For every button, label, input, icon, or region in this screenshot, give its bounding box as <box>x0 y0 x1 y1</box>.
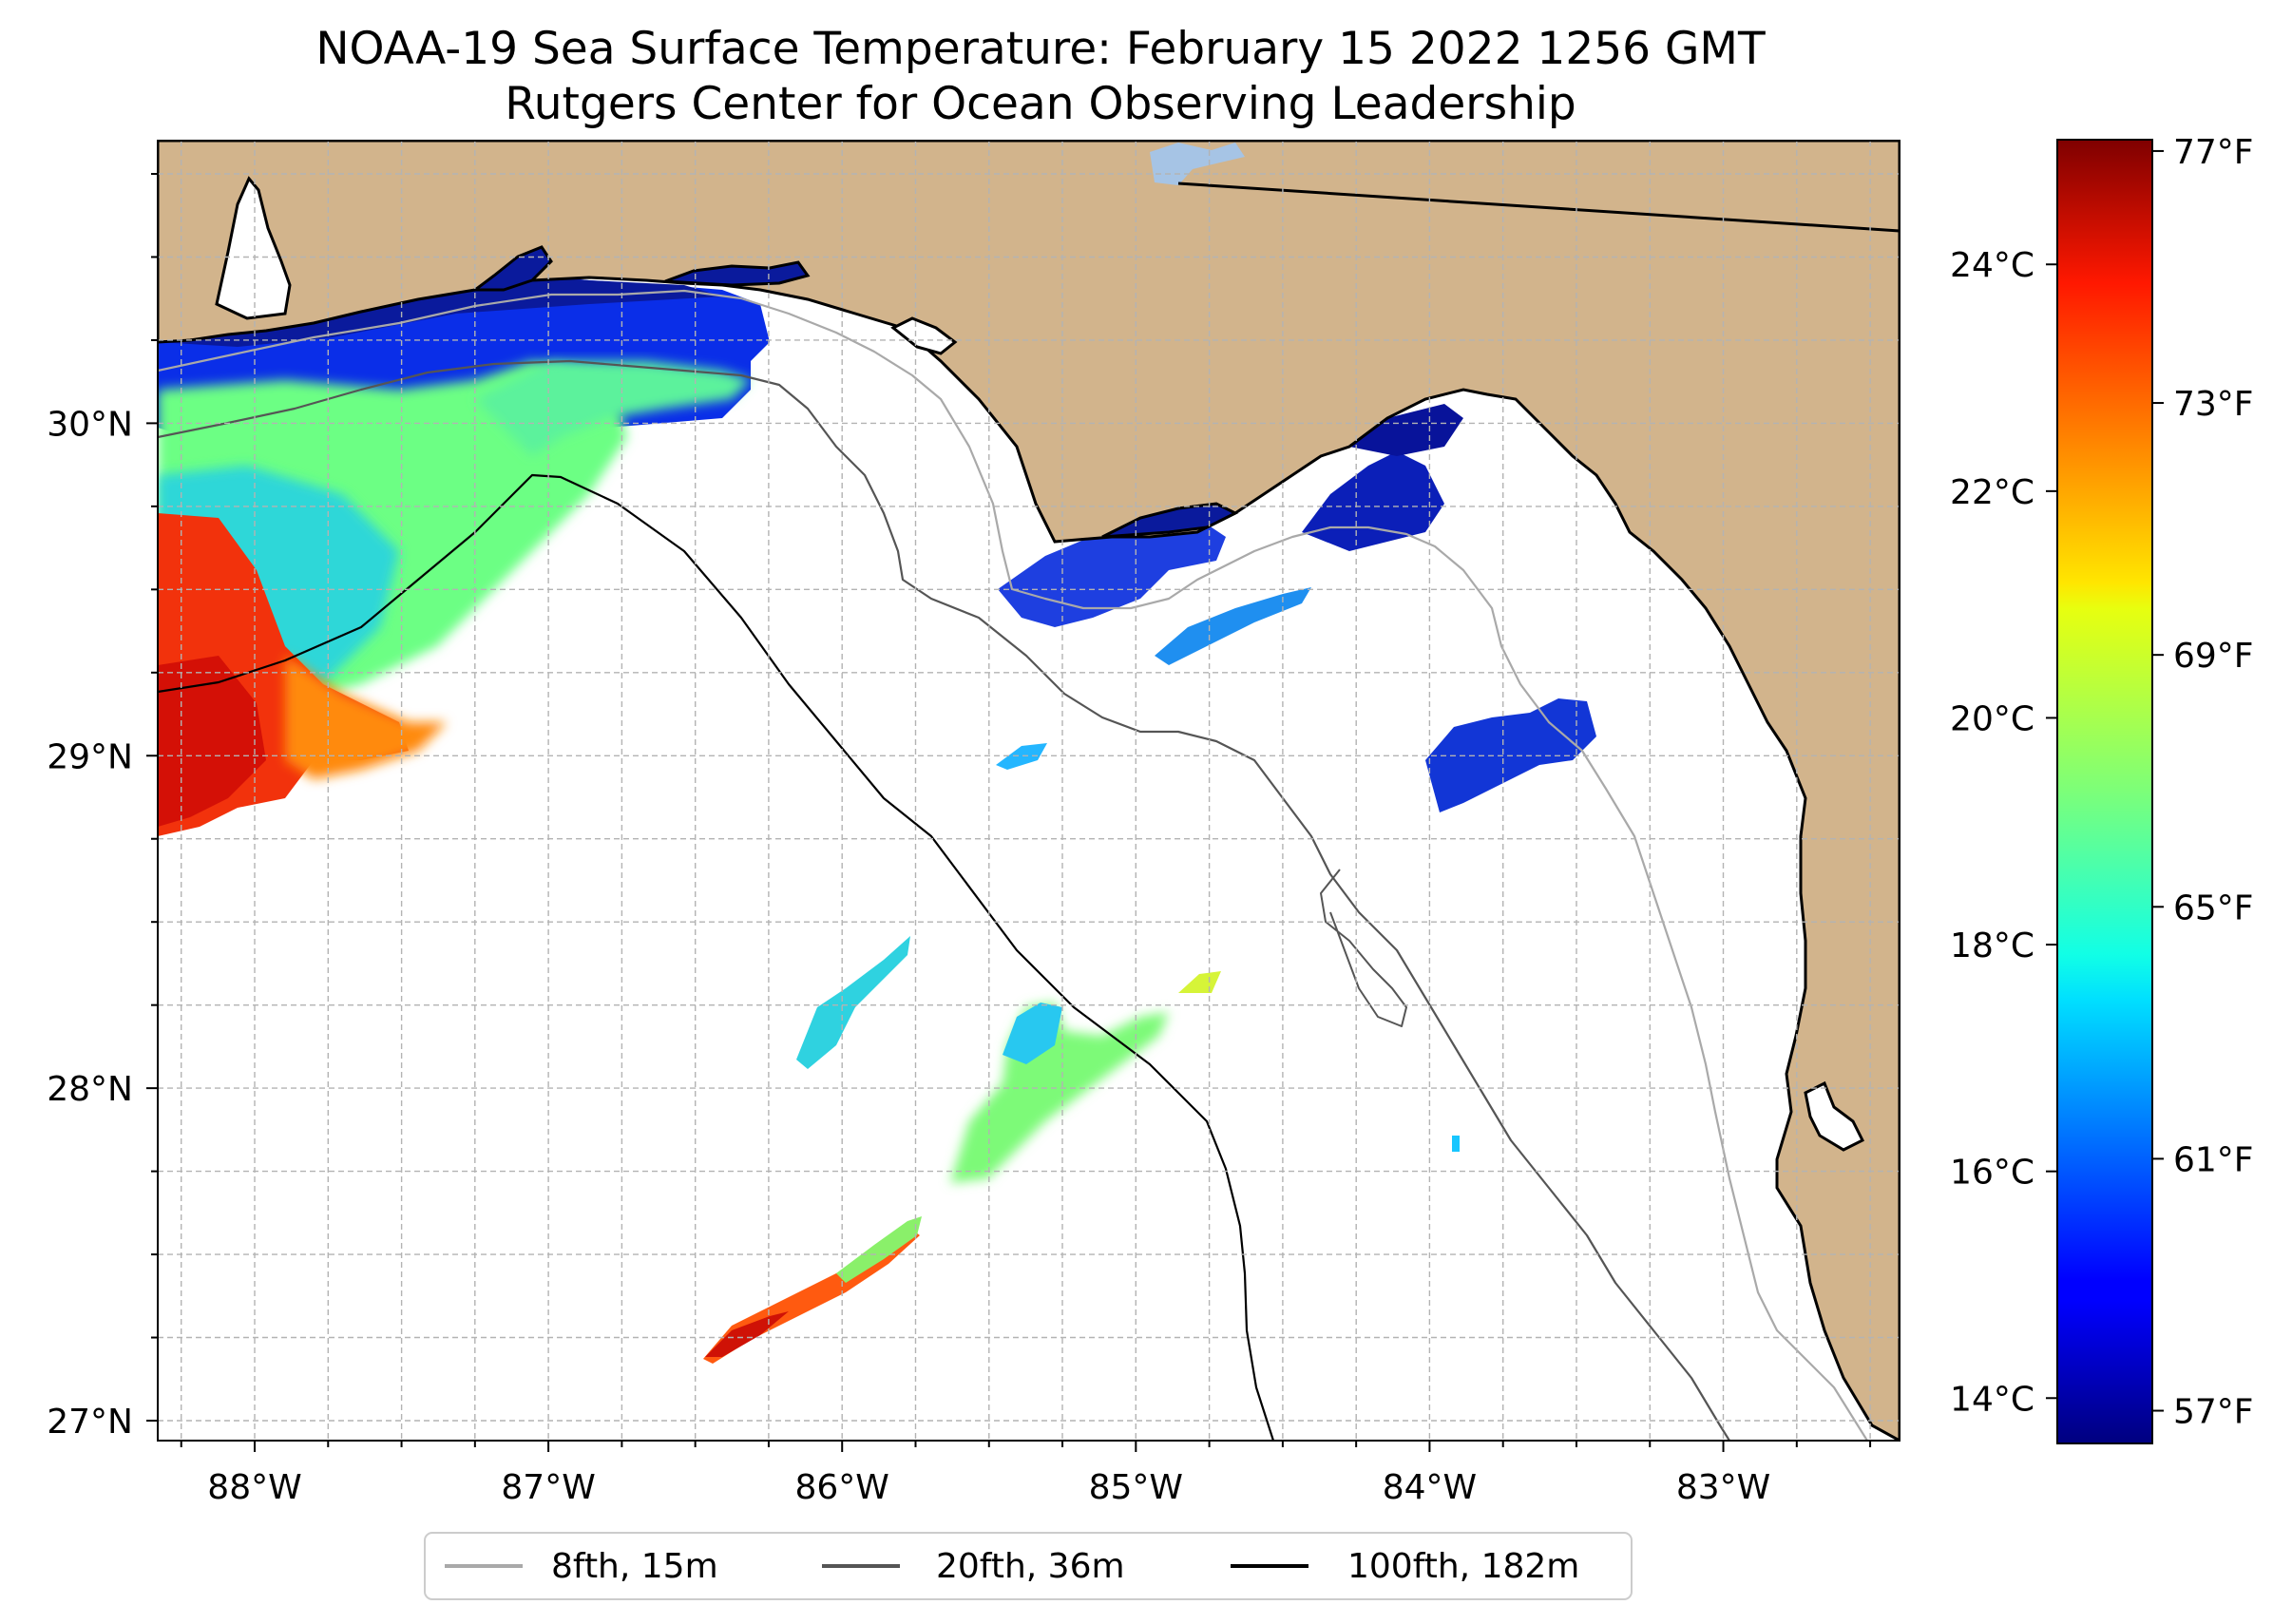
gridlines <box>158 141 1900 1441</box>
legend-label-15m: 8fth, 15m <box>551 1547 718 1586</box>
fahrenheit-tick-label: 73°F <box>2173 385 2254 424</box>
celsius-tick-label: 16°C <box>1950 1154 2034 1193</box>
land-layer <box>158 141 1900 1441</box>
latitude-axis: 27°N 28°N 29°N 30°N <box>47 172 158 1442</box>
celsius-tick-label: 18°C <box>1950 927 2034 965</box>
sst-warm-orange-edge <box>285 656 447 779</box>
fahrenheit-tick-label: 77°F <box>2173 133 2254 172</box>
mobile-bay <box>215 176 292 320</box>
celsius-tick-label: 14°C <box>1950 1380 2034 1419</box>
sst-offshore-green-main <box>950 1003 1169 1183</box>
sst-data-layer <box>158 181 1596 1364</box>
contour-legend: 8fth, 15m 20fth, 36m 100fth, 182m <box>424 1532 1633 1600</box>
pensacola-bay <box>470 245 553 292</box>
celsius-tick-label: 20°C <box>1950 699 2034 738</box>
celsius-tick-label: 22°C <box>1950 473 2034 512</box>
figure-subtitle: Rutgers Center for Ocean Observing Leade… <box>505 78 1576 130</box>
y-tick-label: 28°N <box>47 1070 133 1109</box>
sst-warm-core <box>158 656 266 827</box>
legend-box <box>424 1532 1633 1600</box>
land-north <box>158 141 1900 1441</box>
y-tick-label: 29°N <box>47 737 133 776</box>
colorbar <box>2056 139 2153 1444</box>
longitude-axis: 88°W 87°W 86°W 85°W 84°W 83°W <box>180 1441 1872 1507</box>
legend-label-36m: 20fth, 36m <box>936 1547 1125 1586</box>
y-tick-label: 30°N <box>47 405 133 444</box>
fahrenheit-tick-label: 61°F <box>2173 1140 2254 1179</box>
st-andrew-bay <box>890 316 958 355</box>
sst-cyan-streak <box>1155 587 1311 665</box>
colorbar-celsius-axis: 14°C 16°C 18°C 20°C 22°C 24°C <box>1950 246 2057 1419</box>
sst-offshore-cyan-2 <box>1003 1003 1062 1064</box>
sst-dark-coast-strip <box>158 271 722 347</box>
tampa-bay <box>1804 1080 1865 1152</box>
sst-small-cyan-1 <box>996 743 1047 770</box>
contour-36m <box>158 359 1730 1441</box>
apalachicola-bay <box>1101 502 1239 539</box>
contour-15m <box>158 289 1868 1441</box>
sst-southern-warm-core <box>705 1311 789 1357</box>
y-tick-label: 27°N <box>47 1403 133 1442</box>
x-tick-label: 84°W <box>1383 1468 1477 1507</box>
sst-offshore-yellow <box>1178 971 1221 993</box>
x-tick-label: 86°W <box>795 1468 889 1507</box>
sst-bigbend-cold-1 <box>1302 451 1444 551</box>
inland-lake <box>1150 143 1245 185</box>
x-tick-label: 83°W <box>1676 1468 1770 1507</box>
sst-small-cyan-2 <box>1452 1136 1460 1152</box>
x-tick-label: 88°W <box>207 1468 301 1507</box>
fahrenheit-tick-label: 69°F <box>2173 637 2254 676</box>
state-border <box>1177 182 1900 233</box>
legend-label-182m: 100fth, 182m <box>1347 1547 1579 1586</box>
fahrenheit-tick-label: 57°F <box>2173 1393 2254 1432</box>
x-tick-label: 87°W <box>501 1468 595 1507</box>
sst-green-tongue <box>475 361 751 456</box>
sst-bigbend-cold-2 <box>1349 404 1463 456</box>
colorbar-fahrenheit-axis: 57°F 61°F 65°F 69°F 73°F 77°F <box>2152 133 2254 1432</box>
sst-offshore-cyan-1 <box>796 936 910 1069</box>
map-frame <box>157 140 1900 1442</box>
figure-title: NOAA-19 Sea Surface Temperature: Februar… <box>315 23 1766 75</box>
celsius-tick-label: 24°C <box>1950 246 2034 285</box>
fahrenheit-tick-label: 65°F <box>2173 888 2254 927</box>
sst-apalachicola-cold <box>998 518 1226 627</box>
choctaw-bay <box>664 260 811 287</box>
sst-southern-green-tail <box>836 1216 922 1283</box>
x-tick-label: 85°W <box>1089 1468 1183 1507</box>
